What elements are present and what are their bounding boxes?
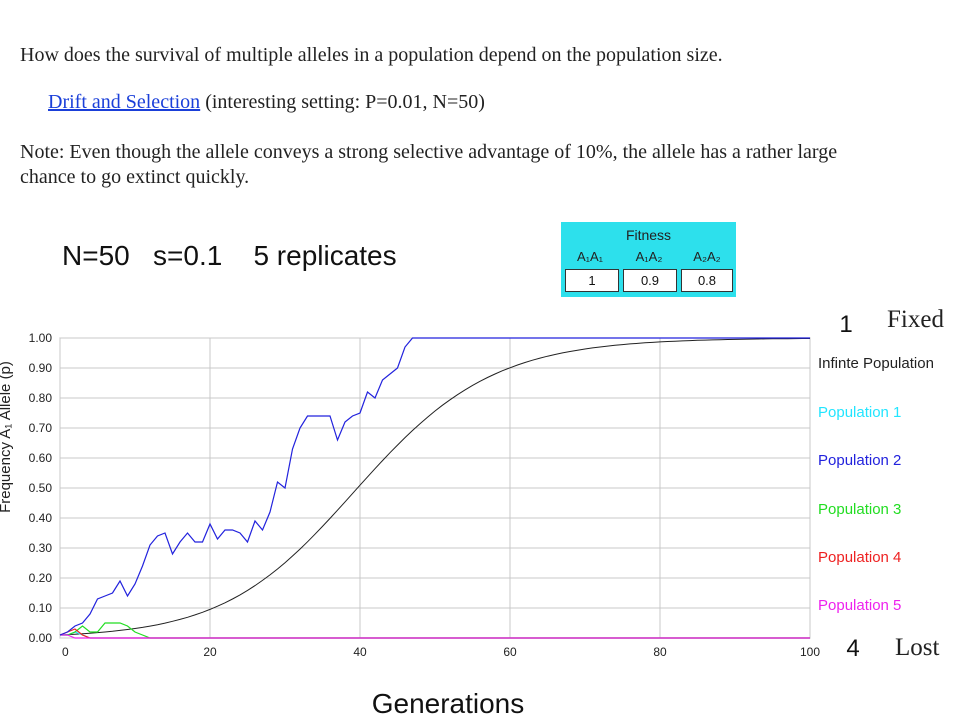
note-text: Note: Even though the allele conveys a s… [20, 141, 838, 188]
fitness-title: Fitness [625, 227, 672, 243]
x-tick-label: 60 [503, 645, 517, 659]
series-line-population-5 [60, 634, 810, 639]
y-tick-label: 1.00 [29, 331, 53, 345]
legend-entry-infinte-population: Infinte Population [818, 355, 934, 372]
series-line-infinte-population [59, 338, 810, 636]
fitness-panel: Fitness A₁A₁ A₁A₂ A₂A₂ 1 0.9 0.8 [561, 222, 736, 297]
legend-entry-population-1: Population 1 [818, 404, 901, 421]
series-line-population-1 [60, 631, 810, 639]
legend-entry-population-3: Population 3 [818, 501, 901, 518]
legend-entry-population-4: Population 4 [818, 549, 901, 566]
lost-label: Lost [895, 634, 940, 661]
series-line-population-2 [59, 337, 810, 636]
y-tick-label: 0.80 [29, 391, 53, 405]
x-tick-label: 40 [353, 645, 367, 659]
y-tick-label: 0.20 [29, 571, 53, 585]
x-tick-labels: 0 20 40 60 80 100 [62, 645, 820, 659]
fitness-input-a1a2[interactable]: 0.9 [623, 269, 677, 292]
series-line-population-3 [60, 622, 810, 639]
fitness-header-a1a2: A₁A₂ [635, 249, 663, 264]
x-tick-label: 100 [800, 645, 820, 659]
allele-frequency-chart: 0.00 0.10 0.20 0.30 0.40 0.50 0.60 0.70 0.80 0.90… [0, 306, 944, 719]
fitness-input-a1a1[interactable]: 1 [565, 269, 619, 292]
y-tick-label: 0.10 [29, 601, 53, 615]
y-tick-label: 0.30 [29, 541, 53, 555]
y-tick-label: 0.40 [29, 511, 53, 525]
y-tick-labels: 0.00 0.10 0.20 0.30 0.40 0.50 0.60 0.70 0.80 0.90… [29, 331, 53, 645]
fitness-header-a2a2: A₂A₂ [693, 249, 721, 264]
chart-grid [59, 337, 811, 639]
chart-series [59, 337, 810, 639]
link-suffix: (interesting setting: P=0.01, N=50) [200, 91, 485, 113]
y-axis-label: Frequency A₁ Allele (p) [0, 361, 14, 513]
drift-and-selection-link[interactable]: Drift and Selection [48, 91, 201, 113]
y-tick-label: 0.50 [29, 481, 53, 495]
y-tick-label: 0.60 [29, 451, 53, 465]
legend-entry-population-2: Population 2 [818, 452, 901, 469]
simulation-parameters: N=50 s=0.1 5 replicates [62, 240, 397, 271]
y-tick-label: 0.90 [29, 361, 53, 375]
series-line-population-4 [59, 628, 810, 639]
y-tick-label: 0.70 [29, 421, 53, 435]
x-tick-label: 0 [62, 645, 69, 659]
fitness-header-a1a1: A₁A₁ [576, 249, 604, 264]
link-row: Drift and Selection (interesting setting… [48, 91, 485, 114]
question-text: How does the survival of multiple allele… [20, 44, 723, 66]
x-axis-label: Generations [372, 688, 525, 719]
legend-entry-population-5: Population 5 [818, 597, 901, 614]
fixed-label: Fixed [887, 306, 944, 333]
fitness-input-a2a2[interactable]: 0.8 [681, 269, 733, 292]
x-tick-label: 80 [653, 645, 667, 659]
fixed-count: 1 [839, 311, 852, 338]
y-tick-label: 0.00 [29, 631, 53, 645]
lost-count: 4 [846, 635, 859, 662]
x-tick-label: 20 [203, 645, 217, 659]
chart-legend: Infinte Population Population 1 Population… [818, 355, 934, 614]
